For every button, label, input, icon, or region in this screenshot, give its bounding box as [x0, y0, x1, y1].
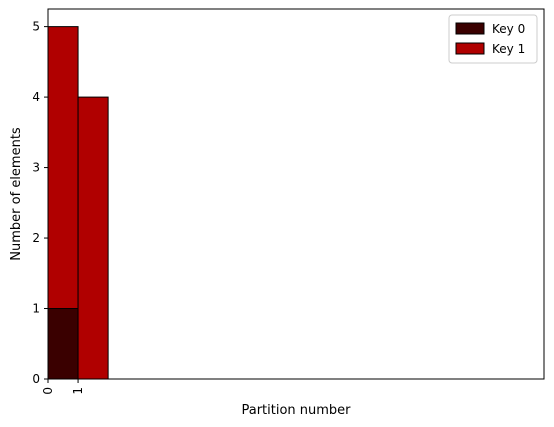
legend-label-0: Key 0: [492, 22, 525, 36]
plot-frame: [47, 8, 545, 380]
y-tick-label: 0: [32, 372, 40, 386]
x-axis-label: Partition number: [241, 403, 351, 418]
y-tick-label: 4: [32, 90, 40, 104]
bar-0-series-1: [47, 26, 79, 310]
y-axis-label: Number of elements: [9, 127, 24, 261]
y-tick-label: 2: [32, 231, 40, 245]
y-tick-label: 3: [32, 161, 40, 175]
legend-swatch-1: [455, 42, 485, 55]
x-tick-label: 1: [71, 387, 85, 395]
y-tick-label: 1: [32, 302, 40, 316]
legend-label-1: Key 1: [492, 42, 525, 56]
legend: Key 0 Key 1: [448, 14, 538, 64]
legend-swatch-0: [455, 22, 485, 35]
bars-group: [47, 26, 109, 380]
y-tick-label: 5: [32, 20, 40, 34]
bar-1-series-1: [77, 96, 109, 380]
bar-0-series-0: [47, 308, 79, 380]
y-axis: 0 1 2 3 4 5: [32, 20, 48, 386]
x-tick-label: 0: [41, 387, 55, 395]
